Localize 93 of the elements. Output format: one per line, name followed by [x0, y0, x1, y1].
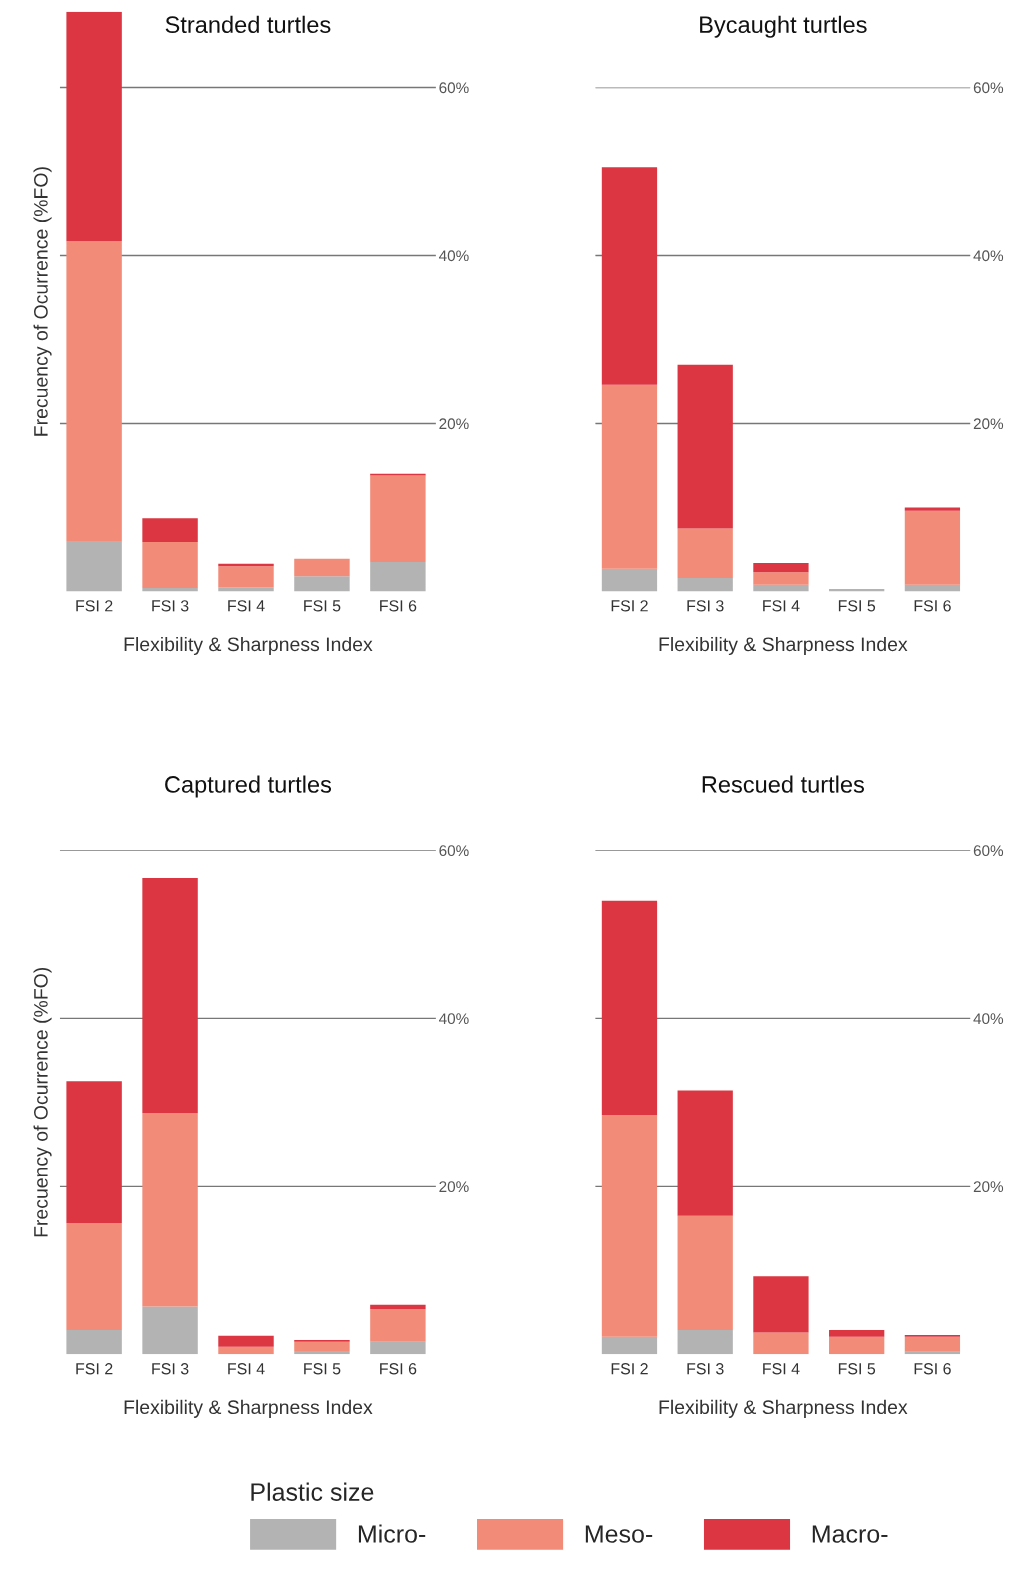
bar — [66, 11, 122, 242]
x-axis-title: Flexibility & Sharpness Index — [124, 1399, 373, 1418]
chart-title: Bycaught turtles — [700, 15, 867, 38]
y-tick-label: 20% — [973, 1181, 1004, 1193]
bar — [677, 1215, 733, 1330]
x-tick-label: FSI 3 — [687, 1363, 724, 1375]
x-axis-title: Flexibility & Sharpness Index — [659, 636, 908, 656]
x-tick-label: FSI 2 — [76, 1363, 113, 1375]
bar — [66, 1081, 122, 1224]
x-tick-label: FSI 4 — [228, 1363, 265, 1375]
bar — [829, 1329, 885, 1337]
bar — [753, 562, 809, 573]
y-tick-label: 60% — [439, 82, 469, 94]
bar — [66, 1329, 122, 1355]
x-axis-title: Flexibility & Sharpness Index — [124, 636, 373, 656]
y-tick-label: 40% — [973, 1013, 1004, 1025]
x-tick-label: FSI 3 — [687, 600, 724, 612]
x-tick-label: FSI 4 — [228, 600, 265, 612]
x-tick-label: FSI 6 — [380, 600, 417, 612]
bar — [753, 1276, 809, 1333]
bar — [904, 507, 961, 511]
y-tick-label: 60% — [973, 82, 1004, 94]
bar — [370, 1308, 426, 1342]
bar — [677, 578, 733, 592]
bar — [142, 541, 198, 589]
y-tick-label: 20% — [439, 418, 469, 430]
bar — [601, 1336, 658, 1355]
bar — [294, 1350, 350, 1355]
bar — [601, 900, 658, 1115]
x-tick-label: FSI 5 — [304, 1363, 341, 1375]
bar — [601, 384, 658, 569]
x-tick-label: FSI 6 — [914, 600, 951, 612]
y-axis-title: Frecuency of Ocurrence (%FO) — [33, 967, 52, 1237]
bar — [601, 1114, 658, 1337]
bar — [294, 558, 350, 577]
y-tick-label: 20% — [439, 1181, 469, 1193]
x-tick-label: FSI 2 — [611, 600, 648, 612]
x-tick-label: FSI 5 — [304, 600, 341, 612]
bar — [218, 587, 274, 592]
bar — [904, 510, 961, 585]
bar — [370, 1341, 426, 1355]
chart-title: Rescued turtles — [702, 775, 864, 793]
bar — [142, 1113, 198, 1307]
y-tick-label: 20% — [973, 418, 1004, 430]
x-tick-label: FSI 5 — [838, 1363, 876, 1375]
y-tick-label: 40% — [973, 250, 1004, 262]
bar — [370, 1304, 426, 1309]
x-tick-label: FSI 2 — [76, 600, 113, 612]
bar — [142, 518, 198, 542]
bar — [294, 576, 350, 592]
bar — [829, 1336, 885, 1355]
legend-label: Micro- — [358, 1524, 426, 1543]
bar — [218, 1335, 274, 1347]
legend-label: Macro- — [812, 1525, 888, 1543]
bar — [66, 541, 122, 592]
bar — [753, 1332, 809, 1355]
x-tick-label: FSI 6 — [380, 1363, 417, 1375]
bar — [677, 1329, 733, 1355]
x-tick-label: FSI 3 — [152, 1363, 189, 1375]
x-tick-label: FSI 5 — [838, 600, 876, 612]
chart-title: Captured turtles — [165, 775, 332, 798]
x-tick-label: FSI 6 — [914, 1363, 951, 1375]
x-tick-label: FSI 4 — [763, 600, 800, 612]
x-axis-title: Flexibility & Sharpness Index — [659, 1399, 908, 1418]
bar — [677, 364, 733, 529]
bar — [370, 475, 426, 563]
legend-label: Meso- — [585, 1525, 653, 1543]
bar — [142, 588, 198, 592]
y-axis-title: Frecuency of Ocurrence (%FO) — [33, 167, 52, 436]
y-tick-label: 40% — [438, 1013, 469, 1025]
y-tick-label: 60% — [439, 845, 469, 857]
legend-title: Plastic size — [251, 1482, 374, 1501]
bar — [904, 1336, 961, 1352]
chart-title: Stranded turtles — [165, 15, 331, 34]
bar — [601, 568, 658, 592]
bar — [677, 1090, 733, 1216]
bar — [370, 562, 426, 592]
bar — [218, 1346, 274, 1355]
bar — [142, 878, 198, 1114]
bar — [66, 1223, 122, 1330]
y-tick-label: 40% — [438, 250, 469, 262]
bar — [66, 241, 122, 542]
x-tick-label: FSI 2 — [611, 1363, 648, 1375]
x-tick-label: FSI 3 — [152, 600, 189, 612]
bar — [294, 1341, 350, 1351]
y-tick-label: 60% — [973, 845, 1004, 857]
bar — [753, 584, 809, 592]
bar — [218, 566, 274, 588]
bar — [677, 528, 733, 579]
x-tick-label: FSI 4 — [763, 1363, 800, 1375]
bar — [753, 572, 809, 585]
bar — [142, 1306, 198, 1355]
bar — [601, 167, 658, 385]
